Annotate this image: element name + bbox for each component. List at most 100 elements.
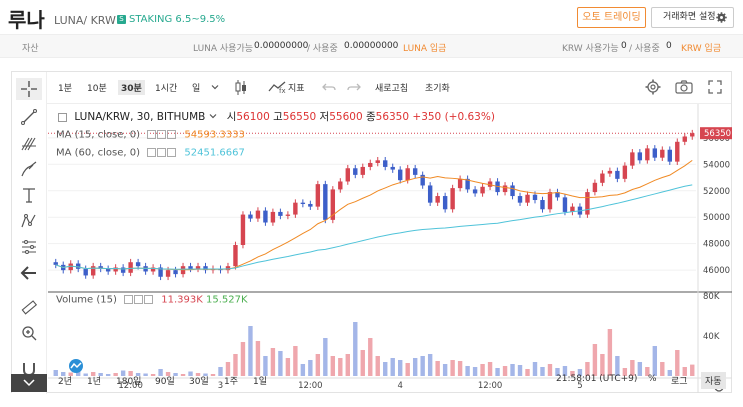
ma15-line [55, 159, 693, 271]
volume-bar [390, 358, 395, 376]
candle-body [652, 148, 658, 158]
time-tick-label: 12:00 [478, 381, 503, 391]
legend-low: 55600 [329, 111, 363, 123]
chart-settings-gear-icon[interactable] [645, 79, 661, 95]
screen-settings-button[interactable]: 거래화면 설정 [651, 7, 734, 28]
measure-tool[interactable] [20, 238, 38, 256]
ma60-label: MA (60, close, 0) [56, 147, 141, 159]
pitchfork-tool[interactable] [20, 134, 38, 152]
volume-bar [630, 360, 635, 376]
volume-bar [495, 368, 500, 376]
candle-body [412, 168, 418, 175]
camera-icon[interactable] [675, 80, 693, 94]
candle-body [263, 210, 268, 223]
range-2y[interactable]: 2년 [58, 377, 73, 387]
candle-body [562, 197, 568, 212]
volume-bar [405, 363, 410, 376]
candle-type-icon[interactable] [234, 79, 248, 96]
candle-body [68, 263, 73, 271]
timeframe-10m[interactable]: 10분 [87, 84, 107, 94]
volume-tick-label: 80K [703, 292, 720, 302]
volume-bar [120, 370, 126, 376]
volume-bar [660, 362, 665, 376]
crosshair-tool[interactable] [16, 78, 42, 100]
pattern-tool[interactable] [20, 212, 38, 230]
volume-bar [442, 364, 448, 376]
brush-tool[interactable] [20, 160, 38, 178]
volume-bar [607, 329, 613, 376]
range-30d[interactable]: 30일 [189, 377, 209, 387]
auto-trading-button[interactable]: 오토 트레이딩 [577, 7, 646, 28]
indicator-button[interactable]: 지표 [288, 84, 305, 94]
undo-icon[interactable] [322, 82, 336, 93]
timeframe-1m[interactable]: 1분 [58, 84, 73, 94]
range-1d[interactable]: 1일 [253, 377, 268, 387]
volume-controls[interactable] [124, 294, 154, 305]
range-1w[interactable]: 1주 [224, 377, 239, 387]
volume-bar [457, 361, 463, 376]
candle-body [128, 262, 133, 273]
candle-body [398, 169, 403, 181]
candle-body [682, 136, 687, 142]
range-180d[interactable]: 180일 [116, 377, 142, 387]
crosshair-icon [21, 81, 37, 97]
volume-bar [525, 369, 530, 376]
fullscreen-icon[interactable] [708, 80, 722, 94]
candle-body [375, 160, 380, 163]
indicator-icon[interactable]: fx [268, 80, 286, 94]
timeframe-1h[interactable]: 1시간 [155, 84, 178, 94]
range-90d[interactable]: 90일 [155, 377, 175, 387]
candle-body [517, 196, 523, 203]
ruler-tool[interactable] [20, 298, 38, 316]
candle-body [457, 178, 463, 189]
text-tool[interactable] [20, 186, 38, 204]
legend-symbol: LUNA/KRW, 30, BITHUMB [74, 111, 206, 123]
time-tick-label: 4 [397, 381, 402, 391]
trendline-tool[interactable] [20, 108, 38, 126]
ma60-controls[interactable] [147, 147, 177, 158]
refresh-button[interactable]: 새로고침 [375, 84, 409, 94]
luna-deposit-link[interactable]: LUNA 입금 [403, 44, 447, 54]
candle-body [622, 165, 628, 179]
chevron-down-icon [23, 379, 35, 387]
percent-scale-toggle[interactable]: % [648, 374, 657, 384]
redo-icon[interactable] [347, 82, 361, 93]
candle-body [510, 185, 515, 197]
auto-scale-toggle[interactable]: 자동 [701, 372, 726, 389]
pitchfork-icon [21, 137, 36, 151]
ma15-controls[interactable] [147, 129, 177, 140]
volume-bar [427, 354, 433, 376]
candle-body [173, 270, 178, 275]
candle-body [540, 200, 545, 210]
candle-body [195, 266, 201, 269]
candle-body [645, 148, 650, 161]
volume-bar [570, 371, 575, 376]
candle-body [345, 168, 350, 182]
chevron-down-icon[interactable] [209, 112, 217, 120]
candle-body [405, 168, 410, 181]
krw-deposit-link[interactable]: KRW 입금 [681, 44, 722, 54]
volume-bar [412, 358, 418, 376]
volume-bar [375, 356, 380, 376]
candle-body [585, 192, 590, 215]
timeframe-30m[interactable]: 30분 [118, 80, 145, 95]
brush-icon [21, 161, 37, 177]
staking-info[interactable]: S STAKING 6.5~9.5% [117, 14, 225, 25]
back-arrow-tool[interactable] [20, 264, 38, 282]
zoom-tool[interactable] [20, 324, 38, 342]
volume-bar [368, 338, 373, 376]
candle-body [480, 186, 485, 194]
candle-body [338, 181, 343, 190]
chevron-down-icon[interactable] [211, 83, 219, 91]
volume-bar [510, 364, 515, 376]
collapse-panel-button[interactable] [11, 374, 47, 392]
timeframe-day[interactable]: 일 [192, 84, 201, 94]
collapse-legend-icon[interactable] [58, 112, 67, 122]
reset-button[interactable]: 초기화 [425, 84, 450, 94]
candle-body [150, 267, 156, 272]
legend-open: 56100 [236, 111, 270, 123]
log-scale-toggle[interactable]: 로그 [671, 377, 688, 387]
ruler-icon [21, 300, 38, 315]
range-1y[interactable]: 1년 [87, 377, 102, 387]
volume-value: 11.393K [161, 294, 203, 306]
